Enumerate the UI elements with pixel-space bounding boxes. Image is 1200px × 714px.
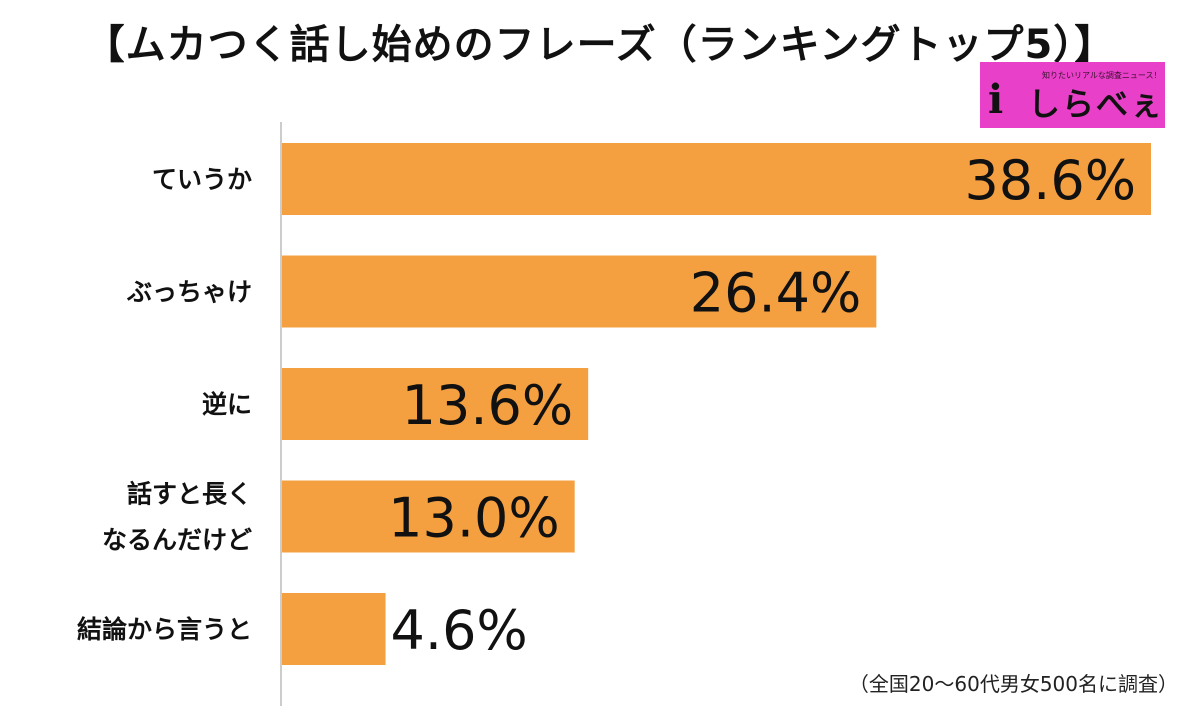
logo-tagline: 知りたいリアルな調査ニュース！ (1042, 71, 1162, 80)
shirabee-logo: 知りたいリアルな調査ニュース！ i しらべぇ (980, 62, 1165, 128)
logo-mark-icon: i (988, 76, 1004, 123)
value-label: 4.6% (391, 599, 528, 662)
value-label: 13.6% (402, 374, 574, 437)
bar (282, 143, 1151, 215)
category-label: 結論から言うと (77, 615, 252, 644)
value-label: 26.4% (690, 262, 862, 325)
bar (282, 368, 589, 440)
value-label: 38.6% (964, 149, 1136, 212)
survey-note: （全国20〜60代男女500名に調査） (848, 672, 1178, 696)
category-label: 逆に (202, 390, 252, 419)
bar (282, 593, 386, 665)
value-label: 13.0% (388, 487, 560, 550)
logo-text: しらべぇ (1028, 85, 1165, 123)
category-label: なるんだけど (102, 526, 252, 555)
category-label: ていうか (152, 165, 252, 194)
bar (282, 480, 575, 553)
category-label: 話すと長く (127, 480, 252, 509)
bar (282, 255, 877, 328)
category-label: ぶっちゃけ (126, 278, 252, 307)
chart-title: 【ムカつく話し始めのフレーズ（ランキングトップ5）】 (84, 22, 1116, 68)
